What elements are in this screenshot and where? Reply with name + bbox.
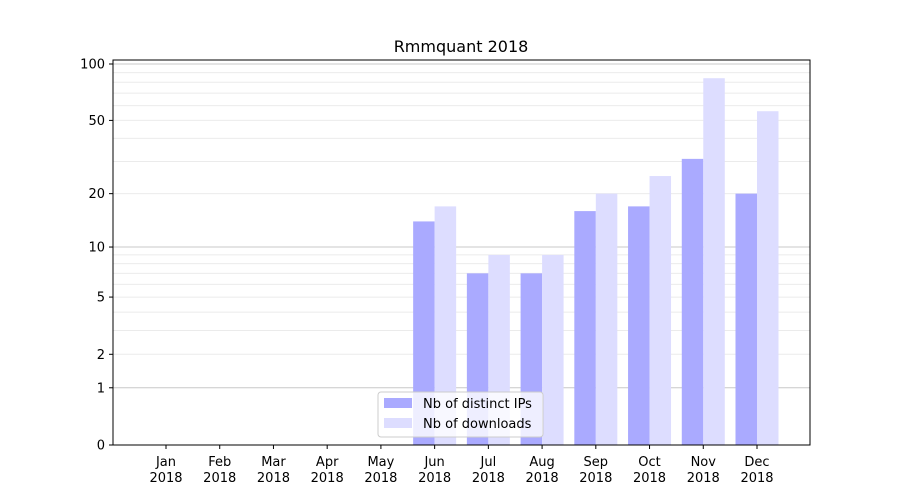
legend-swatch — [384, 418, 412, 428]
x-tick-label-line: May — [367, 455, 394, 470]
bar-downloads — [595, 193, 618, 445]
y-tick-label: 20 — [88, 187, 105, 202]
chart-title: Rmmquant 2018 — [394, 37, 529, 56]
x-tick-label: Aug 2018 — [526, 455, 559, 486]
x-tick-label-line: Sep — [584, 455, 609, 470]
x-tick-label-line: Mar — [261, 455, 286, 470]
x-tick-label-line: 2018 — [257, 471, 290, 486]
x-tick-label-line: 2018 — [687, 471, 720, 486]
bar-downloads — [649, 176, 672, 445]
legend-box — [377, 391, 544, 438]
x-tick-label: Dec 2018 — [740, 455, 773, 486]
x-tick-label-line: Feb — [208, 455, 231, 470]
x-tick-label-line: 2018 — [311, 471, 344, 486]
axes-frame — [112, 59, 811, 446]
x-tick-label-line: Nov — [691, 455, 717, 470]
bar-ips — [628, 206, 650, 445]
x-tick-label-line: Aug — [529, 455, 554, 470]
legend-swatch — [384, 398, 412, 408]
y-tick-label: 100 — [80, 57, 105, 72]
y-tick-label: 5 — [97, 291, 105, 306]
x-tick-label: Feb 2018 — [203, 455, 236, 486]
bar-ips — [681, 158, 704, 445]
legend-label: Nb of distinct IPs — [423, 397, 532, 412]
x-tick-label: Oct 2018 — [633, 455, 666, 486]
x-tick-label-line: Jun — [423, 455, 444, 470]
x-tick-label: Nov 2018 — [687, 455, 720, 486]
bar-ips — [735, 193, 757, 445]
x-tick-label: Sep 2018 — [579, 455, 612, 486]
x-tick-label-line: 2018 — [472, 471, 505, 486]
bar-ips — [413, 221, 435, 445]
x-tick-label: Apr 2018 — [311, 455, 344, 486]
x-tick-label-line: 2018 — [203, 471, 236, 486]
legend: Nb of distinct IPs Nb of downloads — [377, 391, 544, 438]
x-tick-label: Mar 2018 — [257, 455, 290, 486]
x-tick-label-line: 2018 — [364, 471, 397, 486]
x-tick-label-line: 2018 — [149, 471, 182, 486]
y-tick-label: 2 — [97, 348, 105, 363]
x-tick-label-line: 2018 — [526, 471, 559, 486]
x-tick-label: Jul 2018 — [472, 455, 505, 486]
bar-downloads — [703, 78, 725, 445]
x-tick-label-line: Apr — [316, 455, 339, 470]
bar-downloads — [757, 111, 779, 446]
bar-downloads — [542, 254, 564, 445]
x-tick-label-line: Jul — [480, 455, 497, 470]
x-tick-label: Jun 2018 — [418, 455, 451, 486]
y-tick-label: 10 — [88, 241, 105, 256]
x-tick-label: Jan 2018 — [149, 455, 182, 486]
x-tick-label-line: 2018 — [740, 471, 773, 486]
x-tick-label-line: Oct — [638, 455, 660, 470]
x-tick-label-line: 2018 — [633, 471, 666, 486]
x-tick-label-line: 2018 — [418, 471, 451, 486]
bar-downloads — [434, 206, 457, 445]
legend-label: Nb of downloads — [423, 417, 532, 432]
x-tick-label-line: Jan — [155, 455, 176, 470]
y-tick-label: 1 — [97, 381, 105, 396]
y-tick-label: 50 — [88, 114, 105, 129]
x-tick-label: May 2018 — [364, 455, 397, 486]
bar-ips — [574, 211, 596, 445]
y-tick-label: 0 — [97, 439, 105, 454]
x-tick-label-line: Dec — [744, 455, 769, 470]
x-tick-label-line: 2018 — [579, 471, 612, 486]
